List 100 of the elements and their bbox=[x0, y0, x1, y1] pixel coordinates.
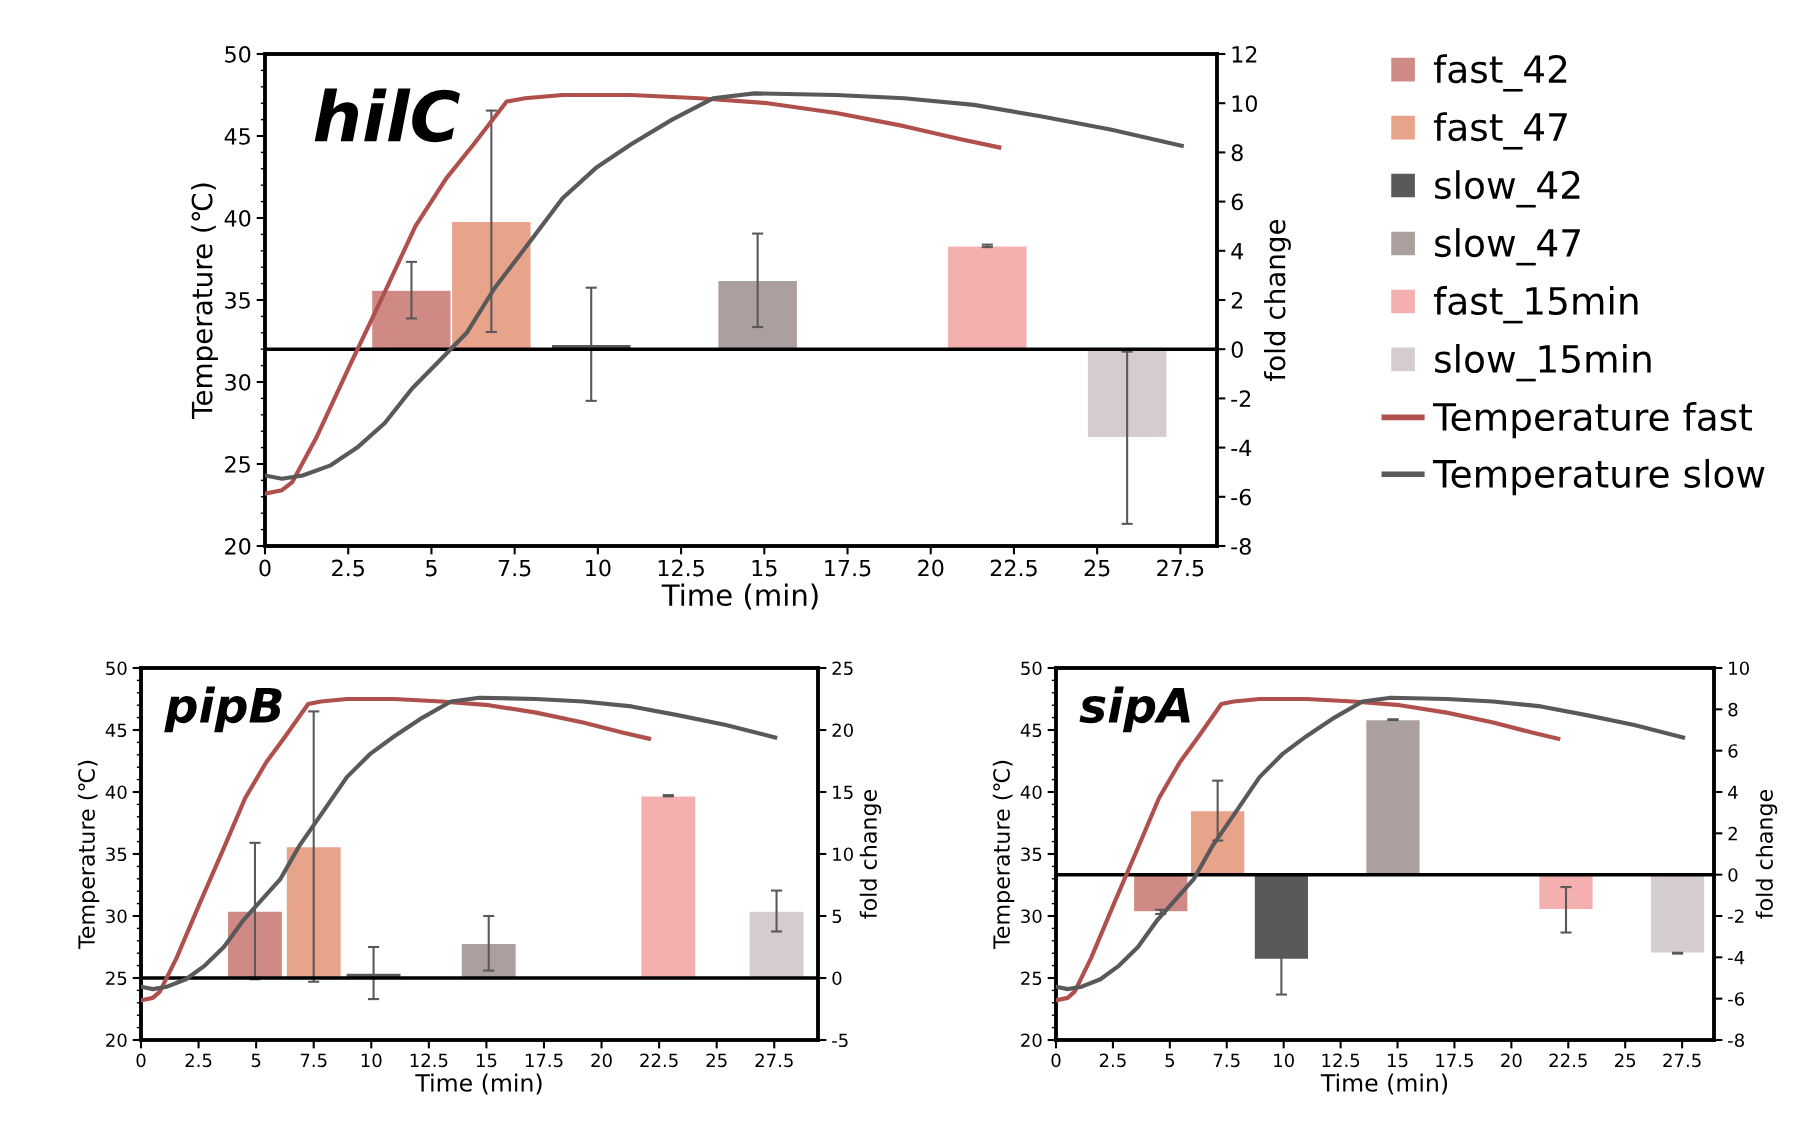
legend-label: Temperature slow bbox=[1432, 458, 1765, 496]
y-axis-title: Temperature (℃) bbox=[191, 183, 218, 419]
y2-tick-label: 12 bbox=[1232, 45, 1257, 63]
x-tick-label: 2.5 bbox=[332, 559, 364, 577]
y2-tick-label: 10 bbox=[1232, 95, 1257, 112]
y-tick-label: 35 bbox=[106, 847, 127, 862]
legend-label: slow_15min bbox=[1435, 344, 1651, 382]
y-tick-label: 50 bbox=[225, 45, 251, 63]
y2-axis-title: fold change bbox=[859, 789, 882, 919]
legend-label: fast_42 bbox=[1433, 54, 1567, 92]
y2-tick-label: -4 bbox=[1231, 439, 1252, 457]
y2-axis-title: fold change bbox=[1755, 789, 1778, 919]
y2-tick-label: 2 bbox=[1231, 291, 1243, 309]
y2-axis-title: fold change bbox=[1264, 219, 1291, 381]
legend-label: fast_47 bbox=[1433, 112, 1567, 150]
x-tick-label: 5 bbox=[251, 1053, 261, 1068]
x-tick-label: 15 bbox=[1388, 1053, 1408, 1068]
x-axis-title: Time (min) bbox=[1320, 1073, 1448, 1095]
x-tick-label: 27.5 bbox=[755, 1053, 793, 1068]
x-tick-label: 7.5 bbox=[300, 1053, 327, 1068]
x-tick-label: 2.5 bbox=[1099, 1053, 1126, 1068]
y-tick-label: 35 bbox=[225, 291, 250, 309]
bar bbox=[1086, 348, 1168, 439]
x-tick-label: 12.5 bbox=[658, 559, 704, 577]
x-tick-label: 17.5 bbox=[825, 559, 871, 577]
y2-tick-label: 8 bbox=[1728, 702, 1738, 717]
chart-title: sipA bbox=[1079, 686, 1190, 733]
legend-label: slow_47 bbox=[1435, 228, 1580, 266]
y-tick-label: 25 bbox=[106, 971, 127, 986]
x-tick-label: 20 bbox=[918, 559, 944, 577]
x-tick-label: 15 bbox=[752, 559, 777, 577]
chart-title: hilC bbox=[314, 88, 460, 143]
y-tick-label: 20 bbox=[225, 537, 251, 555]
y2-tick-label: 4 bbox=[1231, 243, 1244, 260]
x-tick-label: 17.5 bbox=[525, 1053, 563, 1068]
bar bbox=[717, 279, 799, 350]
bar bbox=[946, 245, 1028, 350]
x-tick-label: 22.5 bbox=[640, 1053, 678, 1068]
x-tick-label: 10 bbox=[361, 1053, 382, 1068]
y2-tick-label: 25 bbox=[832, 661, 853, 676]
y-tick-label: 50 bbox=[106, 661, 127, 676]
y-axis-title: Temperature (℃) bbox=[77, 760, 100, 950]
y-tick-label: 25 bbox=[225, 455, 250, 473]
x-tick-label: 7.5 bbox=[1213, 1053, 1240, 1068]
bar bbox=[639, 795, 697, 979]
y-tick-label: 30 bbox=[225, 373, 251, 391]
x-tick-label: 5 bbox=[426, 559, 437, 577]
y2-tick-label: -4 bbox=[1728, 951, 1745, 965]
y2-tick-label: 15 bbox=[833, 785, 853, 800]
x-tick-label: 25 bbox=[1615, 1053, 1636, 1068]
legend-label: fast_15min bbox=[1433, 286, 1638, 324]
x-tick-label: 22.5 bbox=[1549, 1053, 1587, 1068]
legend-label: Temperature fast bbox=[1432, 402, 1753, 439]
x-tick-label: 12.5 bbox=[1322, 1053, 1360, 1068]
y-tick-label: 40 bbox=[224, 209, 251, 227]
y2-tick-label: 2 bbox=[1728, 826, 1737, 841]
y2-tick-label: 6 bbox=[1231, 193, 1243, 211]
y-axis-title: Temperature (℃) bbox=[992, 760, 1015, 950]
bar bbox=[285, 845, 343, 979]
y2-tick-label: 5 bbox=[832, 909, 842, 924]
y-tick-label: 45 bbox=[105, 723, 127, 738]
y2-tick-label: -8 bbox=[1231, 537, 1251, 555]
x-tick-label: 5 bbox=[1165, 1053, 1175, 1068]
y-tick-label: 45 bbox=[224, 128, 250, 145]
y2-tick-label: 10 bbox=[833, 847, 853, 862]
y2-tick-label: -6 bbox=[1231, 488, 1251, 506]
x-tick-label: 20 bbox=[1501, 1053, 1522, 1068]
x-tick-label: 17.5 bbox=[1436, 1053, 1473, 1068]
x-tick-label: 10 bbox=[586, 559, 611, 577]
y-tick-label: 45 bbox=[1020, 723, 1042, 738]
x-tick-label: 2.5 bbox=[185, 1053, 212, 1068]
y2-tick-label: 6 bbox=[1728, 744, 1738, 758]
x-tick-label: 0 bbox=[1051, 1053, 1061, 1068]
y-tick-label: 35 bbox=[1021, 847, 1042, 862]
y2-tick-label: -2 bbox=[1728, 909, 1744, 923]
x-tick-label: 15 bbox=[476, 1053, 497, 1068]
x-tick-label: 7.5 bbox=[498, 559, 531, 577]
bar bbox=[1364, 718, 1421, 876]
y-tick-label: 25 bbox=[1021, 971, 1042, 986]
x-tick-label: 22.5 bbox=[990, 559, 1037, 577]
chart-title: pipB bbox=[164, 686, 282, 733]
y-tick-label: 20 bbox=[106, 1033, 127, 1048]
x-tick-label: 27.5 bbox=[1157, 559, 1204, 577]
x-tick-label: 27.5 bbox=[1663, 1053, 1701, 1068]
y2-tick-label: -8 bbox=[1728, 1033, 1744, 1048]
y2-tick-label: -5 bbox=[832, 1033, 848, 1048]
x-tick-label: 10 bbox=[1274, 1053, 1294, 1068]
x-tick-label: 25 bbox=[1084, 559, 1110, 577]
y-tick-label: 40 bbox=[1020, 785, 1042, 800]
y2-tick-label: 0 bbox=[1728, 868, 1738, 882]
y2-tick-label: 8 bbox=[1231, 144, 1243, 162]
bar bbox=[748, 910, 805, 979]
y-tick-label: 30 bbox=[1021, 909, 1042, 924]
y-tick-label: 20 bbox=[1021, 1033, 1042, 1048]
y2-tick-label: 20 bbox=[832, 723, 853, 738]
x-axis-title: Time (min) bbox=[415, 1073, 542, 1095]
y2-tick-label: -2 bbox=[1231, 390, 1251, 407]
y-tick-label: 50 bbox=[1021, 661, 1042, 676]
x-tick-label: 25 bbox=[706, 1053, 727, 1068]
y2-tick-label: 10 bbox=[1729, 661, 1749, 676]
